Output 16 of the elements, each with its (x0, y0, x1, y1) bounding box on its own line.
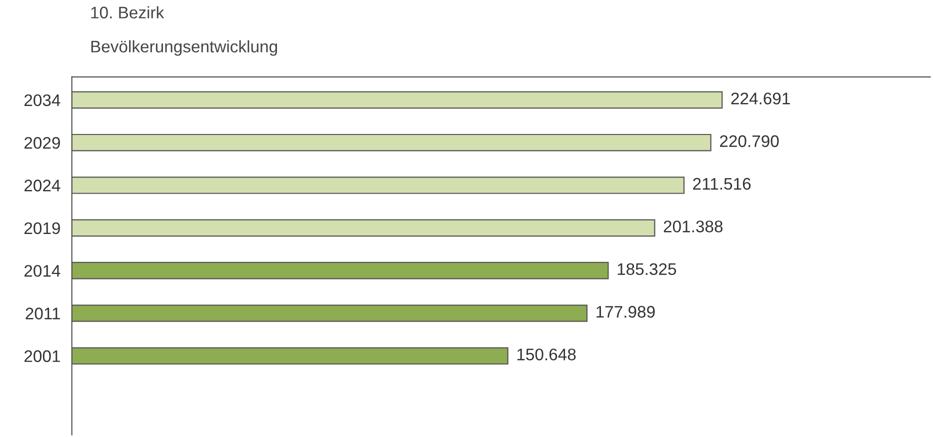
y-tick-label: 2001 (24, 350, 60, 362)
data-label: 150.648 (517, 348, 576, 360)
data-label: 201.388 (664, 220, 723, 232)
y-tick-label: 2024 (24, 180, 60, 192)
y-tick-label: 2011 (26, 308, 60, 320)
y-tick-label: 2014 (24, 264, 60, 277)
chart-subtitle: Bevölkerungsentwicklung (91, 40, 277, 56)
chart-title: 10. Bezirk (91, 6, 164, 18)
data-label: 224.691 (731, 92, 790, 104)
data-label: 211.516 (693, 178, 751, 190)
y-tick-label: 2034 (24, 94, 60, 106)
data-label: 185.325 (618, 263, 676, 276)
y-tick-label: 2029 (24, 137, 60, 149)
y-tick-label: 2019 (24, 222, 60, 234)
data-label: 220.790 (720, 135, 779, 148)
data-label: 177.989 (596, 306, 655, 318)
